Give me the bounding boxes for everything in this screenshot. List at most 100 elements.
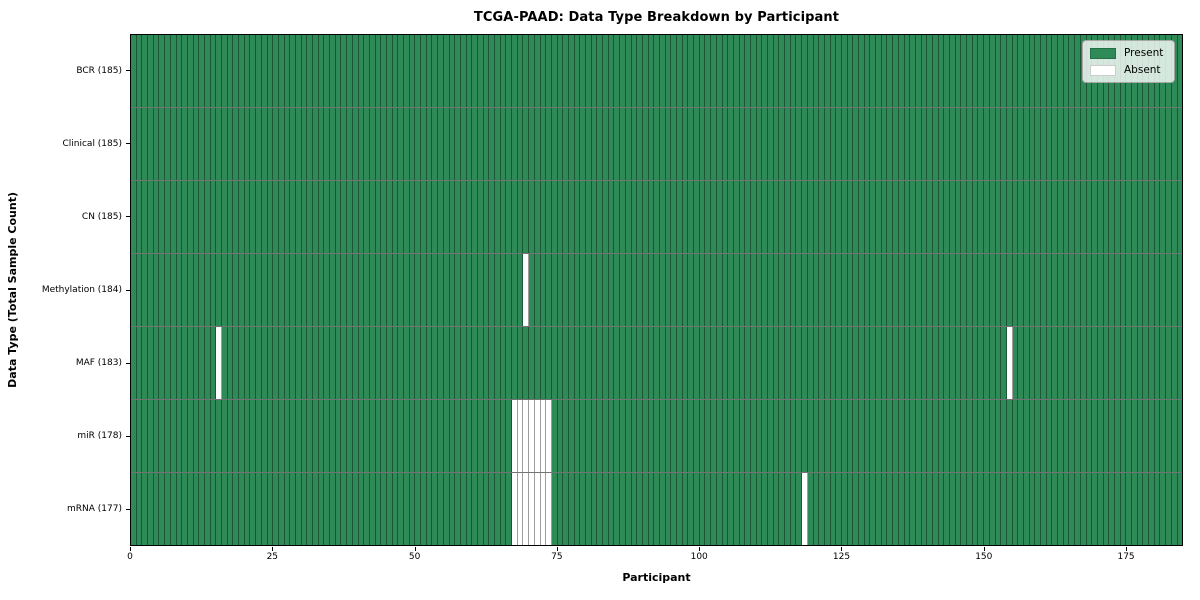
heatmap-cell bbox=[1171, 254, 1178, 326]
heatmap-cell bbox=[568, 254, 575, 326]
heatmap-cell bbox=[1097, 400, 1104, 472]
heatmap-cell bbox=[694, 473, 700, 545]
heatmap-cell bbox=[176, 327, 183, 399]
heatmap-cell bbox=[1120, 327, 1127, 399]
heatmap-cell bbox=[295, 108, 302, 180]
heatmap-cell bbox=[438, 254, 444, 326]
heatmap-cell bbox=[1149, 400, 1155, 472]
heatmap-cell bbox=[1171, 400, 1178, 472]
heatmap-cell bbox=[876, 108, 882, 180]
heatmap-cell bbox=[267, 108, 274, 180]
heatmap-cell bbox=[574, 254, 581, 326]
heatmap-cell bbox=[853, 35, 859, 107]
heatmap-cell bbox=[967, 473, 973, 545]
heatmap-cell bbox=[1132, 400, 1138, 472]
heatmap-cell bbox=[972, 254, 979, 326]
heatmap-cell bbox=[301, 254, 308, 326]
heatmap-cell bbox=[995, 108, 1002, 180]
heatmap-cell bbox=[625, 35, 632, 107]
heatmap-cell bbox=[1023, 108, 1030, 180]
heatmap-cell bbox=[813, 254, 820, 326]
heatmap-cell bbox=[222, 108, 228, 180]
heatmap-cell bbox=[142, 108, 149, 180]
heatmap-cell bbox=[506, 108, 513, 180]
heatmap-cell bbox=[620, 254, 626, 326]
heatmap-cell bbox=[432, 35, 439, 107]
heatmap-cell bbox=[227, 473, 234, 545]
heatmap-cell bbox=[421, 254, 427, 326]
heatmap-cell bbox=[1143, 473, 1150, 545]
heatmap-cell bbox=[654, 254, 660, 326]
heatmap-cell bbox=[381, 254, 387, 326]
heatmap-cell bbox=[415, 254, 422, 326]
heatmap-cell bbox=[859, 400, 865, 472]
heatmap-cell bbox=[620, 327, 626, 399]
heatmap-cell bbox=[597, 473, 604, 545]
heatmap-cell bbox=[1035, 108, 1041, 180]
chart-title: TCGA-PAAD: Data Type Breakdown by Partic… bbox=[473, 10, 840, 25]
heatmap-cell bbox=[762, 327, 768, 399]
x-tick-mark bbox=[556, 547, 558, 551]
heatmap-cell bbox=[955, 108, 962, 180]
heatmap-cell bbox=[466, 400, 473, 472]
heatmap-cell bbox=[728, 181, 734, 253]
heatmap-cell bbox=[256, 108, 262, 180]
heatmap-cell bbox=[352, 254, 359, 326]
heatmap-cell bbox=[500, 181, 507, 253]
heatmap-cell bbox=[762, 473, 768, 545]
heatmap-cell bbox=[631, 35, 638, 107]
heatmap-cell bbox=[1018, 400, 1024, 472]
heatmap-cell bbox=[455, 35, 461, 107]
heatmap-cell bbox=[495, 400, 501, 472]
heatmap-cell bbox=[1166, 181, 1172, 253]
heatmap-cell bbox=[932, 400, 939, 472]
heatmap-cell bbox=[153, 400, 160, 472]
heatmap-cell bbox=[688, 473, 695, 545]
heatmap-cell bbox=[244, 327, 251, 399]
heatmap-cell bbox=[586, 400, 592, 472]
heatmap-cell bbox=[648, 254, 655, 326]
heatmap-cell bbox=[239, 254, 245, 326]
heatmap-cell bbox=[170, 327, 177, 399]
heatmap-cell bbox=[227, 108, 234, 180]
heatmap-cell bbox=[449, 400, 456, 472]
heatmap-cell bbox=[847, 181, 854, 253]
heatmap-cell bbox=[762, 254, 768, 326]
heatmap-cell bbox=[654, 473, 660, 545]
heatmap-cell bbox=[620, 473, 626, 545]
heatmap-cell bbox=[1035, 400, 1041, 472]
heatmap-cell bbox=[733, 35, 740, 107]
heatmap-cell bbox=[955, 35, 962, 107]
heatmap-cell bbox=[1023, 254, 1030, 326]
heatmap-cell bbox=[694, 400, 700, 472]
heatmap-cell bbox=[443, 108, 450, 180]
heatmap-cell bbox=[153, 254, 160, 326]
heatmap-cell bbox=[961, 327, 968, 399]
heatmap-cell bbox=[449, 473, 456, 545]
heatmap-cell bbox=[773, 181, 780, 253]
heatmap-cell bbox=[512, 473, 518, 545]
heatmap-cell bbox=[1171, 473, 1178, 545]
heatmap-cell bbox=[1018, 35, 1024, 107]
heatmap-cell bbox=[614, 400, 621, 472]
heatmap-cell bbox=[341, 473, 348, 545]
heatmap-cell bbox=[506, 254, 513, 326]
heatmap-cell bbox=[278, 254, 285, 326]
heatmap-cell bbox=[278, 400, 285, 472]
heatmap-cell bbox=[495, 108, 501, 180]
heatmap-cell bbox=[591, 254, 598, 326]
heatmap-cell bbox=[278, 327, 285, 399]
heatmap-cell bbox=[278, 108, 285, 180]
heatmap-cell bbox=[534, 327, 541, 399]
heatmap-cell bbox=[170, 473, 177, 545]
heatmap-cell bbox=[409, 473, 416, 545]
heatmap-cell bbox=[386, 400, 393, 472]
heatmap-cell bbox=[142, 254, 149, 326]
heatmap-cell bbox=[455, 108, 461, 180]
heatmap-cell bbox=[836, 400, 842, 472]
y-tick-label: mRNA (177) bbox=[67, 504, 122, 515]
heatmap-cell bbox=[358, 108, 365, 180]
heatmap-cell bbox=[785, 473, 791, 545]
heatmap-cell bbox=[1006, 473, 1013, 545]
heatmap-cell bbox=[893, 400, 899, 472]
